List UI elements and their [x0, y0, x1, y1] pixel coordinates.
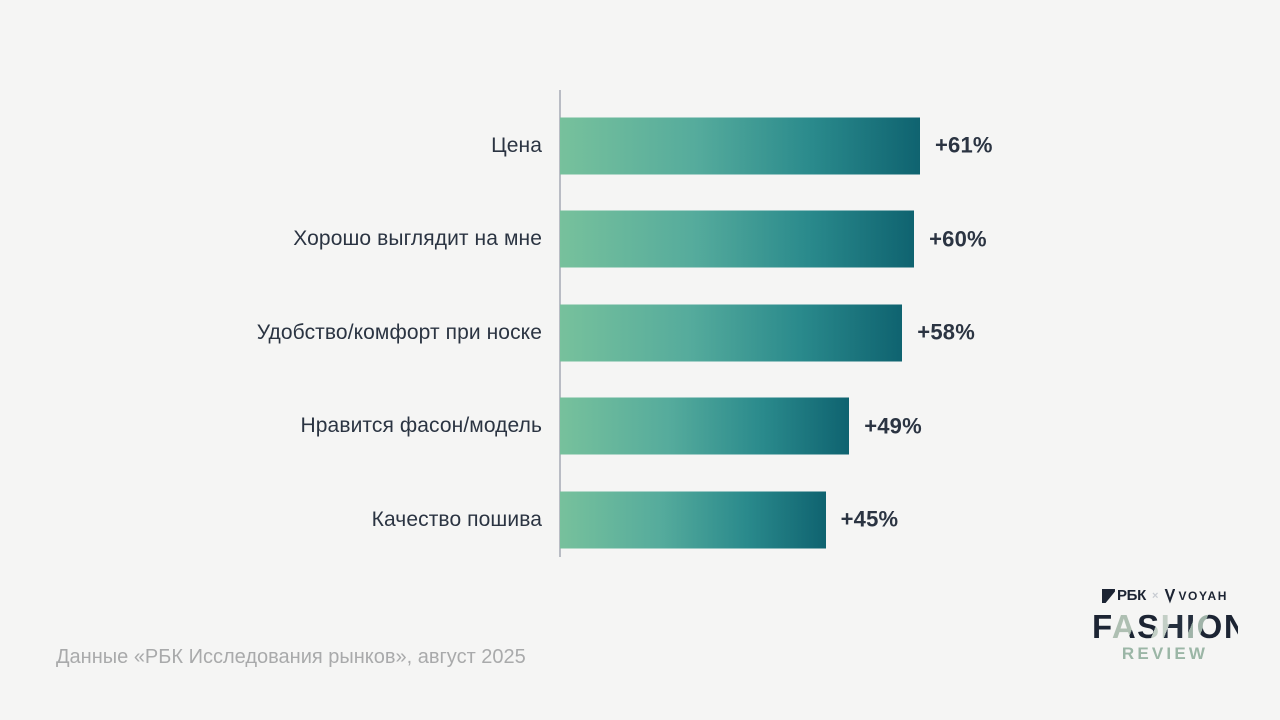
voyah-v-icon [1164, 588, 1176, 604]
source-footnote: Данные «РБК Исследования рынков», август… [56, 646, 526, 668]
voyah-logo-text: VOYAH [1178, 589, 1229, 603]
bar-category-label: Удобство/комфорт при носке [256, 320, 542, 344]
bar-category-label: Качество пошива [371, 507, 542, 531]
brand-logo: РБК × VOYAH FASHION REVIEW [1092, 586, 1250, 663]
bar-group: +58% [560, 304, 975, 362]
rbk-logo: РБК [1101, 587, 1147, 604]
bar-category-label: Цена [491, 133, 542, 157]
chart-baseline-axis [558, 90, 561, 557]
bar-category-label: Нравится фасон/модель [300, 414, 542, 438]
rbk-logo-text: РБК [1116, 587, 1147, 604]
bar-value-label: +60% [929, 226, 987, 252]
bar-value-label: +45% [840, 506, 899, 532]
bar-chart-rows: Цена +61% Хорошо выглядит на мне +60% Уд… [0, 99, 1280, 567]
bar-value-label: +58% [917, 319, 975, 345]
bar-value-label: +49% [864, 413, 922, 439]
bar-row-1: Цена +61% [0, 99, 1280, 193]
bar-group: +61% [560, 117, 993, 175]
voyah-logo: VOYAH [1164, 588, 1229, 604]
bar-group: +49% [560, 397, 922, 455]
bar-fill [560, 210, 915, 268]
bar-row-4: Нравится фасон/модель +49% [0, 380, 1280, 474]
bar-row-2: Хорошо выглядит на мне +60% [0, 193, 1280, 287]
bar-fill [560, 304, 903, 362]
bar-group: +60% [560, 210, 987, 268]
bar-row-5: Качество пошива +45% [0, 473, 1280, 567]
bar-group: +45% [560, 491, 899, 549]
bar-row-3: Удобство/комфорт при носке +58% [0, 286, 1280, 380]
review-wordmark: REVIEW [1121, 644, 1209, 663]
bar-fill [560, 117, 920, 175]
bar-fill [560, 397, 850, 455]
fashion-wordmark: FASHION [1092, 608, 1250, 645]
rbk-slash-icon [1101, 589, 1115, 603]
bar-category-label: Хорошо выглядит на мне [293, 227, 542, 251]
bar-value-label: +61% [935, 132, 993, 158]
bar-fill [560, 491, 826, 549]
collab-cross-icon: × [1152, 590, 1159, 602]
logo-partners-row: РБК × VOYAH [1092, 586, 1238, 606]
